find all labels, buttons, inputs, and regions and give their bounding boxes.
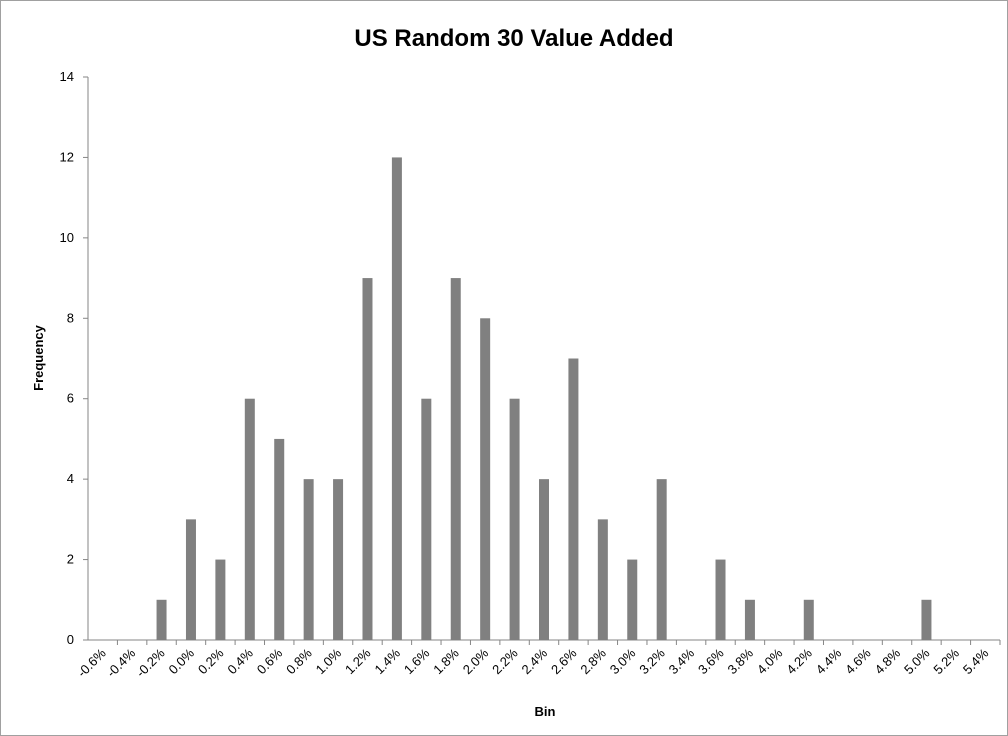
bar <box>215 559 226 640</box>
bar <box>450 278 461 640</box>
bar <box>597 519 608 640</box>
y-tick-label: 10 <box>60 230 74 245</box>
y-tick-label: 4 <box>67 471 74 486</box>
bar <box>509 398 520 640</box>
bar <box>656 479 667 640</box>
bar <box>156 599 167 640</box>
y-tick-label: 12 <box>60 149 74 164</box>
bar <box>274 438 285 640</box>
bar <box>715 559 726 640</box>
bar <box>244 398 255 640</box>
bar <box>480 318 491 640</box>
bar <box>421 398 432 640</box>
bar <box>303 479 314 640</box>
y-tick-label: 8 <box>67 310 74 325</box>
bar <box>744 599 755 640</box>
bar <box>803 599 814 640</box>
y-tick-label: 6 <box>67 391 74 406</box>
y-tick-label: 0 <box>67 632 74 647</box>
y-axis-label: Frequency <box>31 324 46 391</box>
bar <box>921 599 932 640</box>
y-tick-label: 2 <box>67 552 74 567</box>
bar <box>627 559 638 640</box>
bar <box>391 157 402 640</box>
chart-title: US Random 30 Value Added <box>354 25 673 52</box>
bar <box>333 479 344 640</box>
bar <box>539 479 549 640</box>
bar <box>362 278 373 640</box>
y-tick-label: 14 <box>60 69 74 84</box>
x-axis-label: Bin <box>535 704 556 719</box>
bar <box>185 519 196 640</box>
bar <box>568 358 579 640</box>
